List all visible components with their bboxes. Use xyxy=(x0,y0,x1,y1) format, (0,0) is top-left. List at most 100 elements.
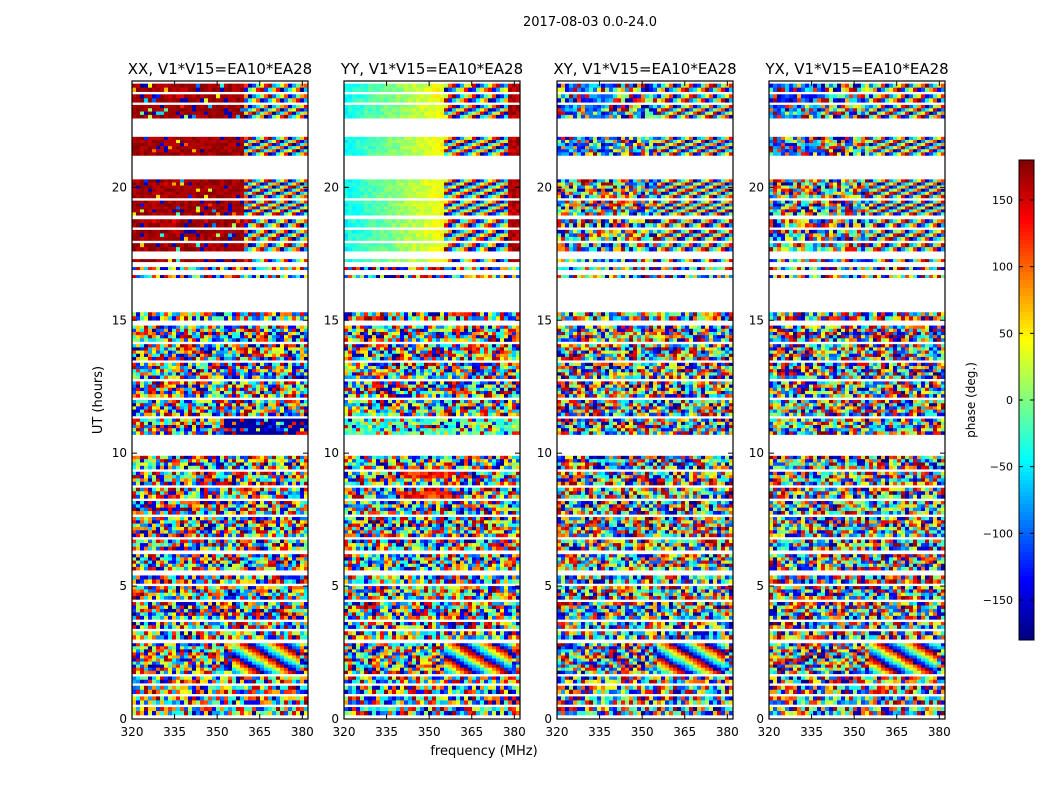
heatmap-cell xyxy=(296,621,301,626)
heatmap-cell xyxy=(144,212,149,216)
heatmap-cell xyxy=(244,635,249,640)
heatmap-cell xyxy=(164,381,169,385)
heatmap-cell xyxy=(156,652,161,656)
heatmap-cell xyxy=(160,526,165,531)
heatmap-cell xyxy=(232,462,237,467)
heatmap-cell xyxy=(208,259,213,263)
heatmap-cell xyxy=(196,635,201,640)
heatmap-cell xyxy=(136,390,141,395)
heatmap-cell xyxy=(200,658,205,662)
heatmap-cell xyxy=(196,566,201,571)
heatmap-cell xyxy=(240,586,245,590)
heatmap-cell xyxy=(176,212,181,216)
heatmap-cell xyxy=(244,516,249,521)
heatmap-cell xyxy=(232,403,237,407)
heatmap-cell xyxy=(172,375,177,380)
heatmap-cell xyxy=(196,372,201,376)
heatmap-cell xyxy=(196,602,201,606)
heatmap-cell xyxy=(224,516,229,521)
heatmap-cell xyxy=(156,520,161,524)
heatmap-cell xyxy=(228,185,233,189)
heatmap-cell xyxy=(140,635,145,640)
heatmap-cell xyxy=(200,507,205,512)
heatmap-cell xyxy=(168,546,173,551)
heatmap-cell xyxy=(184,428,189,432)
heatmap-cell xyxy=(292,631,297,636)
heatmap-cell xyxy=(136,700,141,705)
heatmap-cell xyxy=(180,406,185,410)
heatmap-cell xyxy=(172,589,177,594)
heatmap-cell xyxy=(164,462,169,467)
heatmap-cell xyxy=(260,259,265,263)
heatmap-cell xyxy=(276,707,281,712)
heatmap-cell xyxy=(292,465,297,470)
heatmap-cell xyxy=(244,646,249,650)
heatmap-cell xyxy=(216,188,221,193)
heatmap-cell xyxy=(216,707,221,712)
heatmap-cell xyxy=(212,586,217,590)
heatmap-cell xyxy=(192,316,197,321)
heatmap-cell xyxy=(180,649,185,653)
heatmap-cell xyxy=(280,428,285,432)
heatmap-cell xyxy=(220,554,225,558)
heatmap-cell xyxy=(132,328,137,333)
heatmap-cell xyxy=(244,209,249,213)
heatmap-cell xyxy=(252,510,257,515)
heatmap-cell xyxy=(160,557,165,561)
heatmap-cell xyxy=(300,243,305,248)
heatmap-cell xyxy=(216,347,221,351)
heatmap-cell xyxy=(224,356,229,361)
heatmap-cell xyxy=(292,471,297,476)
heatmap-cell xyxy=(232,471,237,476)
heatmap-cell xyxy=(212,543,217,547)
heatmap-cell xyxy=(212,563,217,568)
heatmap-cell xyxy=(284,685,289,691)
heatmap-cell xyxy=(188,575,193,580)
heatmap-cell xyxy=(260,421,265,426)
heatmap-cell xyxy=(224,185,229,189)
heatmap-cell xyxy=(224,328,229,333)
heatmap-cell xyxy=(148,325,153,330)
heatmap-cell xyxy=(224,365,229,370)
heatmap-cell xyxy=(296,589,301,594)
heatmap-cell xyxy=(236,481,241,486)
heatmap-cell xyxy=(236,384,241,389)
heatmap-cell xyxy=(220,387,225,392)
heatmap-cell xyxy=(276,344,281,348)
heatmap-cell xyxy=(248,664,253,668)
heatmap-cell xyxy=(284,384,289,389)
heatmap-cell xyxy=(276,625,281,629)
heatmap-cell xyxy=(276,462,281,467)
heatmap-cell xyxy=(300,431,305,435)
heatmap-cell xyxy=(304,243,309,248)
heatmap-cell xyxy=(228,403,233,407)
heatmap-cell xyxy=(208,481,213,486)
heatmap-cell xyxy=(240,247,245,252)
heatmap-cell xyxy=(224,670,229,675)
heatmap-cell xyxy=(268,179,273,183)
heatmap-cell xyxy=(264,229,269,234)
heatmap-cell xyxy=(188,400,193,404)
heatmap-cell xyxy=(144,652,149,656)
heatmap-cell xyxy=(264,554,269,558)
heatmap-cell xyxy=(188,365,193,370)
heatmap-cell xyxy=(188,487,193,492)
heatmap-cell xyxy=(276,212,281,216)
heatmap-cell xyxy=(200,575,205,580)
heatmap-cell xyxy=(216,431,221,435)
heatmap-cell xyxy=(224,465,229,470)
heatmap-cell xyxy=(216,267,221,271)
heatmap-cell xyxy=(188,481,193,486)
heatmap-cell xyxy=(280,612,285,617)
heatmap-cell xyxy=(288,331,293,336)
heatmap-cell xyxy=(160,356,165,361)
heatmap-cell xyxy=(132,233,137,238)
heatmap-cell xyxy=(164,223,169,228)
heatmap-cell xyxy=(180,365,185,370)
heatmap-cell xyxy=(156,592,161,597)
heatmap-cell xyxy=(160,325,165,330)
heatmap-cell xyxy=(228,579,233,584)
heatmap-cell xyxy=(236,676,241,681)
heatmap-cell xyxy=(232,643,237,647)
heatmap-cell xyxy=(224,418,229,423)
